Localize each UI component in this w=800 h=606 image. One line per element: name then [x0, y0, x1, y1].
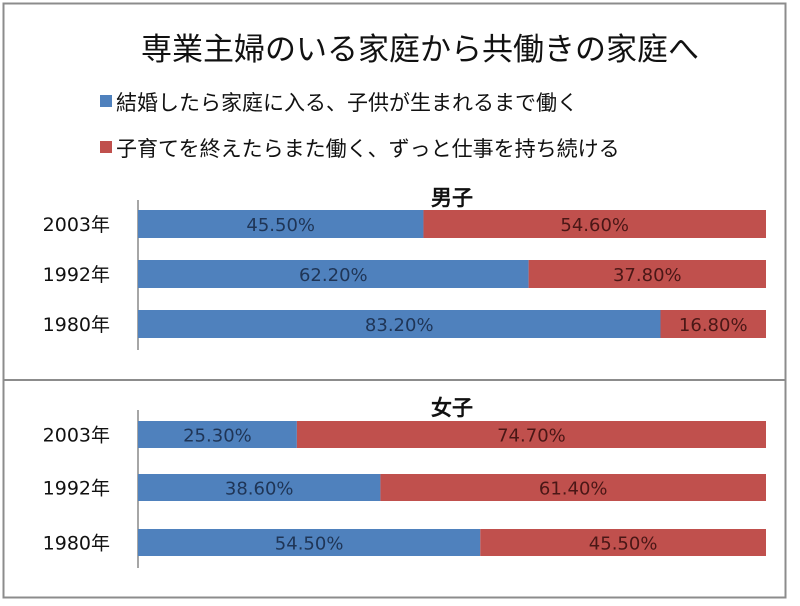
panel-title: 男子 — [431, 186, 473, 210]
data-label: 45.50% — [246, 215, 315, 236]
bar-segment — [138, 529, 481, 556]
bar-segment — [660, 310, 766, 338]
bar-segment — [138, 421, 297, 448]
bar-segment — [138, 210, 424, 238]
panel-title: 女子 — [431, 396, 473, 420]
bar-segment — [380, 474, 766, 501]
bar-segment — [138, 310, 661, 338]
data-label: 38.60% — [225, 479, 294, 500]
data-label: 16.80% — [679, 315, 748, 336]
data-label: 25.30% — [183, 426, 252, 447]
bar-segment — [423, 210, 766, 238]
data-label: 54.50% — [275, 534, 344, 555]
data-label: 62.20% — [299, 265, 368, 286]
bar-segment — [138, 474, 381, 501]
chart-title: 専業主婦のいる家庭から共働きの家庭へ — [141, 32, 699, 68]
legend-swatch-blue — [100, 95, 112, 107]
category-label: 1992年 — [43, 478, 110, 500]
bar-segment — [480, 529, 766, 556]
category-label: 2003年 — [43, 425, 110, 447]
legend-swatch-red — [100, 141, 112, 153]
category-label: 1980年 — [43, 533, 110, 555]
category-label: 1992年 — [43, 264, 110, 286]
category-label: 1980年 — [43, 314, 110, 336]
data-label: 83.20% — [365, 315, 434, 336]
legend-label-2: 子育てを終えたらまた働く、ずっと仕事を持ち続ける — [116, 137, 620, 161]
bar-segment — [528, 260, 766, 288]
data-label: 37.80% — [613, 265, 682, 286]
legend-label-1: 結婚したら家庭に入る、子供が生まれるまで働く — [116, 91, 578, 115]
bar-segment — [296, 421, 766, 448]
category-label: 2003年 — [43, 214, 110, 236]
data-label: 61.40% — [539, 479, 608, 500]
bar-segment — [138, 260, 529, 288]
data-label: 45.50% — [589, 534, 658, 555]
data-label: 74.70% — [497, 426, 566, 447]
data-label: 54.60% — [560, 215, 629, 236]
